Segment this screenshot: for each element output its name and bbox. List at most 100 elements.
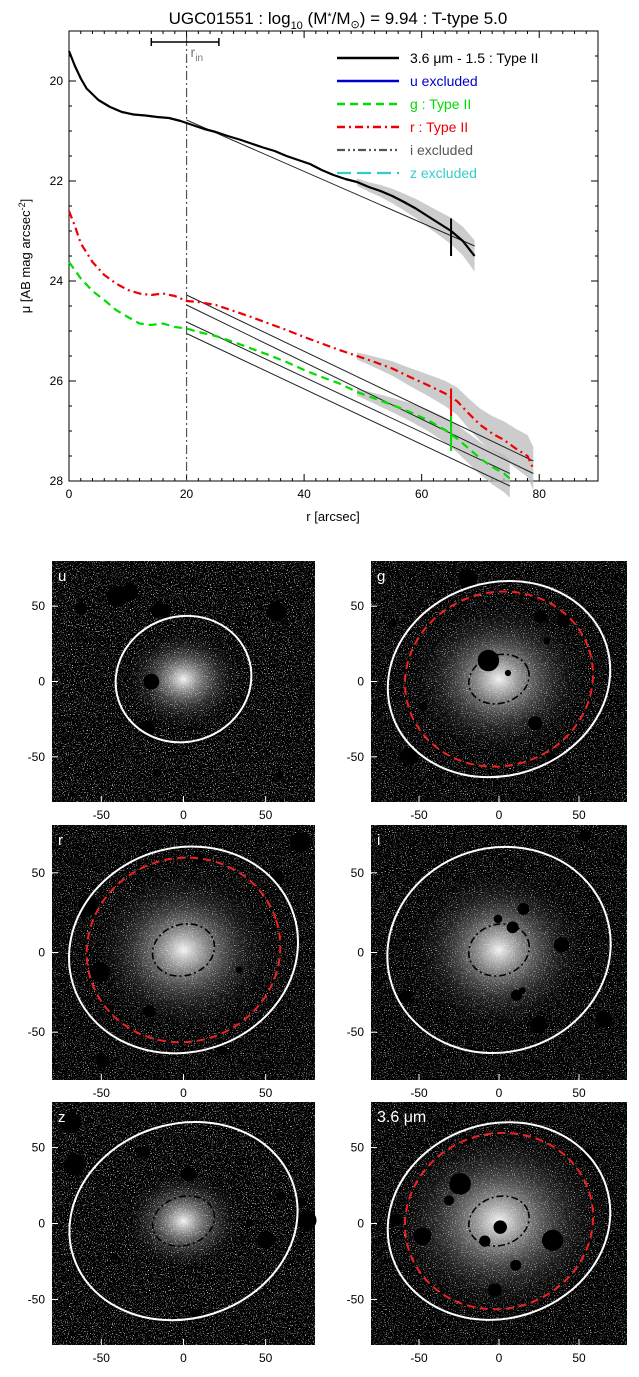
- series-line: [67, 210, 535, 469]
- image-panel: u: [52, 561, 315, 802]
- image-panel: i: [371, 825, 627, 1080]
- masked-star: [479, 1235, 491, 1247]
- panel-x-tick-label: 0: [496, 808, 503, 822]
- masked-star: [399, 990, 412, 1003]
- image-panel-grid: u -50 0 50 50 0 -50 g -50 0 50 50 0 -50 r -50 0 50 50 0 -50 i…: [28, 561, 627, 1365]
- x-tick-label: 0: [66, 487, 73, 501]
- panel-x-tick-label: -50: [410, 1351, 428, 1365]
- masked-star: [63, 1153, 86, 1176]
- panel-x-tick-label: 50: [259, 1351, 273, 1365]
- masked-star: [266, 601, 287, 622]
- panel-y-tick-label: 0: [357, 675, 364, 689]
- panel-y-tick-label: -50: [28, 1292, 46, 1306]
- masked-star: [90, 961, 110, 982]
- panel-x-tick-label: 0: [180, 1086, 187, 1100]
- x-tick-label: 20: [180, 487, 194, 501]
- panel-x-tick-label: -50: [93, 1086, 111, 1100]
- break-ellipse: [85, 856, 282, 1044]
- panel-x-tick-label: 50: [572, 808, 586, 822]
- panel-y-tick-label: 50: [32, 1141, 46, 1155]
- masked-star: [510, 1259, 522, 1271]
- surface-brightness-profile: UGC01551 : log10 (M*/M⊙) = 9.94 : T-type…: [17, 9, 599, 524]
- masked-star: [246, 1220, 254, 1228]
- masked-star: [553, 937, 570, 953]
- panel-label: i: [377, 832, 380, 849]
- panel-y-tick-label: -50: [347, 1292, 365, 1306]
- axis-ticks: 0 20 40 60 80 20 22 24 26 28: [50, 30, 598, 501]
- masked-star: [443, 1195, 455, 1206]
- profile-curves: [67, 50, 535, 480]
- masked-star: [504, 669, 512, 677]
- panel-y-tick-label: 0: [38, 946, 45, 960]
- series-line: [68, 261, 511, 480]
- outer-ellipse: [386, 845, 612, 1055]
- fit-line: [186, 294, 534, 462]
- inner-ellipse: [467, 923, 531, 977]
- panel-y-tick-label: 0: [357, 1217, 364, 1231]
- masked-star: [190, 1308, 201, 1319]
- masked-star: [556, 612, 572, 628]
- panel-label: u: [58, 568, 66, 585]
- masked-star: [389, 1214, 402, 1227]
- fit-line: [186, 119, 475, 247]
- image-panel: g: [371, 561, 627, 802]
- y-tick-label: 24: [50, 274, 64, 288]
- outer-ellipse: [114, 614, 253, 744]
- masked-star: [464, 1136, 473, 1145]
- masked-star: [296, 1210, 317, 1231]
- masked-star: [493, 1220, 507, 1234]
- y-tick-label: 28: [50, 474, 64, 488]
- inner-ellipse: [151, 1195, 216, 1247]
- galaxy-glow: [120, 626, 247, 732]
- masked-star: [257, 1231, 275, 1249]
- masked-star: [543, 637, 551, 645]
- panel-y-tick-label: 50: [351, 866, 365, 880]
- masked-star: [488, 1283, 502, 1298]
- masked-star: [95, 1054, 109, 1068]
- uncertainty-band: [357, 178, 475, 272]
- panel-label: 3.6 μm: [377, 1109, 426, 1126]
- uncertainty-band: [357, 388, 510, 498]
- masked-star: [400, 747, 418, 766]
- masked-star: [541, 1229, 564, 1251]
- fit-line: [186, 333, 511, 487]
- legend-label: 3.6 μm - 1.5 : Type II: [410, 50, 538, 66]
- panel-y-tick-label: 50: [351, 1141, 365, 1155]
- panel-y-tick-label: 50: [351, 599, 365, 613]
- masked-star: [493, 914, 503, 924]
- legend-label: g : Type II: [410, 96, 471, 112]
- r-in-marker: rin: [150, 37, 220, 481]
- y-tick-label: 20: [50, 74, 64, 88]
- panel-x-tick-label: 50: [259, 808, 273, 822]
- panel-x-tick-label: -50: [93, 808, 111, 822]
- galaxy-glow: [405, 864, 593, 1036]
- x-tick-label: 80: [533, 487, 547, 501]
- masked-star: [143, 1005, 156, 1018]
- panel-x-tick-label: 50: [259, 1086, 273, 1100]
- panel-x-tick-label: -50: [410, 1086, 428, 1100]
- masked-star: [270, 870, 285, 884]
- panel-x-tick-label: 50: [572, 1351, 586, 1365]
- panel-y-tick-label: 0: [357, 946, 364, 960]
- panel-y-tick-label: 0: [38, 1217, 45, 1231]
- inner-ellipse: [151, 923, 216, 977]
- masked-star: [534, 610, 547, 623]
- masked-star: [216, 1045, 227, 1056]
- outer-ellipse: [386, 580, 612, 779]
- masked-star: [458, 569, 478, 589]
- break-ellipse: [403, 1131, 595, 1311]
- panel-label: r: [58, 832, 63, 849]
- panel-label: z: [58, 1109, 66, 1126]
- panel-x-tick-label: 50: [572, 1086, 586, 1100]
- masked-star: [80, 910, 89, 919]
- x-tick-label: 60: [415, 487, 429, 501]
- legend-label: i excluded: [410, 142, 473, 158]
- chart-title: UGC01551 : log10 (M*/M⊙) = 9.94 : T-type…: [169, 9, 508, 32]
- masked-star: [75, 601, 88, 615]
- outer-ellipse: [386, 1121, 612, 1321]
- galaxy-glow: [87, 864, 280, 1036]
- y-axis-label: μ [AB mag arcsec-2]: [17, 199, 33, 314]
- masked-star: [104, 1004, 114, 1014]
- image-panel: 3.6 μm: [371, 1102, 627, 1345]
